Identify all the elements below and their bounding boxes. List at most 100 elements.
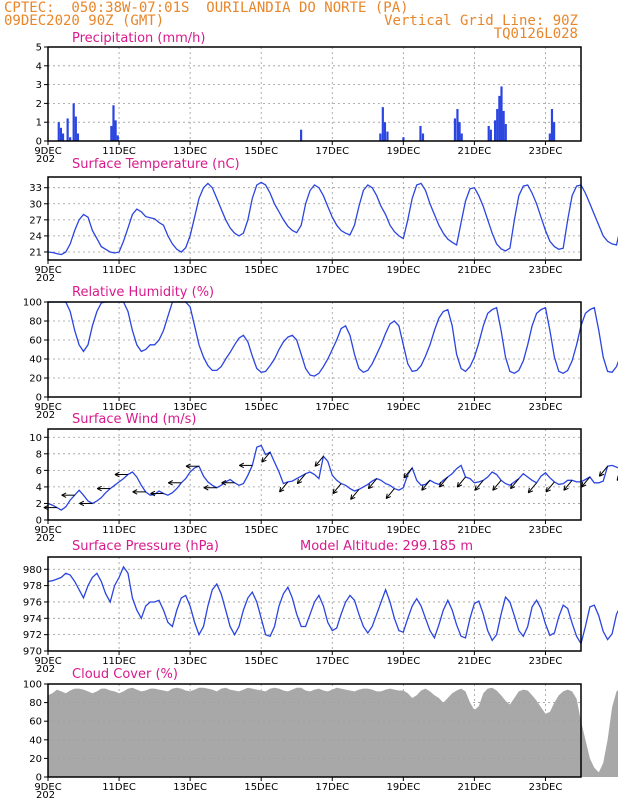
- wind-arrow: [261, 451, 271, 463]
- temp-xtick-label: 13DEC: [173, 265, 207, 276]
- wind-ytick-label: 2: [36, 499, 42, 510]
- precip-bar: [460, 133, 463, 141]
- wind-arrow-head: [297, 481, 303, 485]
- wind-ytick-label: 8: [36, 449, 42, 460]
- station-info: CPTEC: 050:38W-07:01S OURILANDIA DO NORT…: [4, 0, 409, 16]
- precip-ytick-label: 2: [36, 99, 42, 110]
- rh-xtick-label: 19DEC: [386, 402, 420, 413]
- wind-arrow: [279, 481, 289, 493]
- precip-bar: [381, 107, 384, 141]
- wind-arrow-head: [421, 485, 424, 491]
- rh-ytick-label: 40: [29, 355, 42, 366]
- pres-xtick-label: 21DEC: [458, 656, 492, 667]
- precip-bar: [419, 125, 422, 141]
- precip-ytick-label: 1: [36, 118, 42, 129]
- precip-bar: [453, 118, 457, 141]
- cloud-xtick-label: 17DEC: [315, 782, 349, 793]
- pres-xtick-label: 17DEC: [315, 656, 349, 667]
- precip-bar: [66, 118, 69, 141]
- temp-xtick-label: 17DEC: [315, 265, 349, 276]
- cloud-xtick-label: 9DEC: [34, 782, 61, 793]
- precip-bar: [421, 133, 425, 141]
- precip-bar: [504, 124, 507, 141]
- precip-bar: [502, 110, 505, 141]
- wind-arrow-head: [456, 482, 459, 488]
- cloud-ytick-label: 60: [29, 717, 42, 728]
- cloud-xtick-label: 11DEC: [102, 782, 136, 793]
- wind-arrow-head: [132, 491, 138, 495]
- wind-arrow-head: [563, 485, 566, 491]
- temp-year-label: 202: [36, 273, 55, 284]
- wind-arrow-head: [332, 491, 338, 495]
- precip-bar: [496, 109, 499, 141]
- cloud-frame: [47, 683, 582, 778]
- precip-bar: [552, 122, 556, 141]
- grid-line-note: Vertical Grid Line: 90Z: [384, 13, 578, 29]
- pres-xtick-label: 19DEC: [386, 656, 420, 667]
- precip-bar: [383, 122, 387, 141]
- wind-arrow-head: [350, 494, 353, 500]
- wind-arrow-head: [239, 462, 244, 466]
- precip-bar: [489, 129, 492, 141]
- wind-arrow-head: [114, 471, 120, 475]
- wind-arrow-head: [474, 485, 477, 491]
- wind-arrow-head: [368, 486, 374, 490]
- precip-bar: [500, 86, 503, 141]
- precip-xtick-label: 15DEC: [244, 146, 278, 157]
- wind-arrow-head: [168, 482, 173, 486]
- rh-year-label: 202: [36, 410, 55, 421]
- precip-title: Precipitation (mm/h): [72, 31, 205, 46]
- wind-title: Surface Wind (m/s): [72, 412, 196, 427]
- pres-ytick-label: 970: [23, 647, 42, 658]
- rh-title: Relative Humidity (%): [72, 285, 214, 300]
- temp-ytick-label: 21: [29, 247, 42, 258]
- wind-arrow-head: [261, 457, 264, 463]
- wind-arrow-head: [598, 471, 601, 477]
- wind-arrow-head: [599, 473, 605, 477]
- temp-xtick-label: 15DEC: [244, 265, 278, 276]
- cloud-xtick-label: 15DEC: [244, 782, 278, 793]
- precip-bar: [386, 131, 389, 141]
- rh-ytick-label: 100: [23, 298, 42, 309]
- wind-arrow-head: [221, 480, 227, 484]
- precip-bar: [116, 135, 119, 141]
- temp-xtick-label: 19DEC: [386, 265, 420, 276]
- precip-bar: [458, 122, 461, 141]
- precip-year-label: 202: [36, 154, 55, 165]
- cloud-area: [48, 687, 618, 777]
- precip-bar: [59, 127, 62, 141]
- precip-bar: [299, 129, 303, 141]
- pres-xtick-label: 13DEC: [173, 656, 207, 667]
- wind-arrow-head: [385, 493, 388, 499]
- cloud-ytick-label: 80: [29, 698, 42, 709]
- wind-panel: Surface Wind (m/s) 0 2 4 6 8 10 9DEC 11DEC 13DEC 1…: [29, 412, 618, 544]
- wind-arrow: [403, 467, 413, 479]
- precip-ytick-label: 5: [36, 43, 42, 54]
- wind-arrow: [368, 478, 378, 489]
- wind-ytick-label: 10: [29, 433, 42, 444]
- wind-arrow-head: [61, 494, 67, 498]
- precip-bar: [110, 125, 113, 141]
- wind-arrow-head: [403, 475, 409, 479]
- wind-xtick-label: 21DEC: [458, 525, 492, 536]
- wind-arrow-head: [563, 487, 569, 491]
- cloud-xtick-label: 13DEC: [173, 782, 207, 793]
- wind-arrow: [581, 476, 591, 488]
- cloud-ytick-label: 0: [36, 773, 42, 784]
- pres-xtick-label: 15DEC: [244, 656, 278, 667]
- wind-arrow-head: [114, 474, 120, 478]
- wind-arrow: [492, 479, 502, 491]
- wind-arrow-head: [203, 487, 209, 491]
- wind-arrow-head: [581, 484, 587, 488]
- rh-xtick-label: 13DEC: [173, 402, 207, 413]
- pres-ytick-label: 978: [23, 581, 42, 592]
- temp-line: [47, 181, 618, 256]
- precip-xtick-label: 17DEC: [315, 146, 349, 157]
- precip-ytick-label: 3: [36, 80, 42, 91]
- wind-arrow-head: [421, 487, 427, 491]
- rh-xtick-label: 17DEC: [315, 402, 349, 413]
- temp-frame: [47, 176, 582, 261]
- precip-xtick-label: 11DEC: [102, 146, 136, 157]
- temp-xtick-label: 23DEC: [529, 265, 563, 276]
- precip-ytick-label: 0: [36, 137, 42, 148]
